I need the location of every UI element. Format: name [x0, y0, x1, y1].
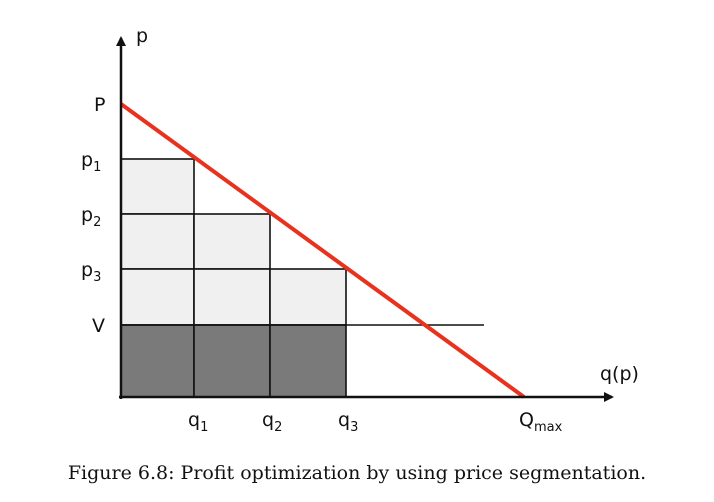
price-label-V: V: [92, 315, 105, 337]
price-label-p3: p3: [81, 259, 101, 285]
block-p3-q3: [269, 268, 347, 326]
quantity-label-q1: q1: [188, 409, 208, 435]
block-p3-q1: [120, 268, 195, 326]
figure-caption: Figure 6.8: Profit optimization by using…: [67, 462, 647, 484]
cost-blocks: [120, 324, 347, 398]
block-p1-q1: [120, 158, 195, 215]
block-p2-q1: [120, 213, 195, 270]
light-blocks: [120, 158, 347, 326]
price-label-p2: p2: [81, 204, 101, 230]
price-label-p1: p1: [81, 149, 101, 175]
block-p2-q2: [193, 213, 271, 270]
price-label-P: P: [94, 94, 105, 116]
quantity-label-q2: q2: [262, 409, 282, 435]
cost-block-q3: [269, 324, 347, 398]
quantity-label-q3: q3: [338, 409, 358, 435]
block-p3-q2: [193, 268, 271, 326]
quantity-label-qmax: Qmax: [519, 409, 563, 435]
price-segmentation-diagram: p q(p) P p1 p2 p3 V q1 q2 q3 Qmax: [81, 25, 639, 435]
cost-block-q1: [120, 324, 195, 398]
demand-line: [119, 102, 526, 399]
x-axis-label: q(p): [600, 363, 639, 385]
y-axis-label: p: [136, 25, 148, 47]
cost-block-q2: [193, 324, 271, 398]
